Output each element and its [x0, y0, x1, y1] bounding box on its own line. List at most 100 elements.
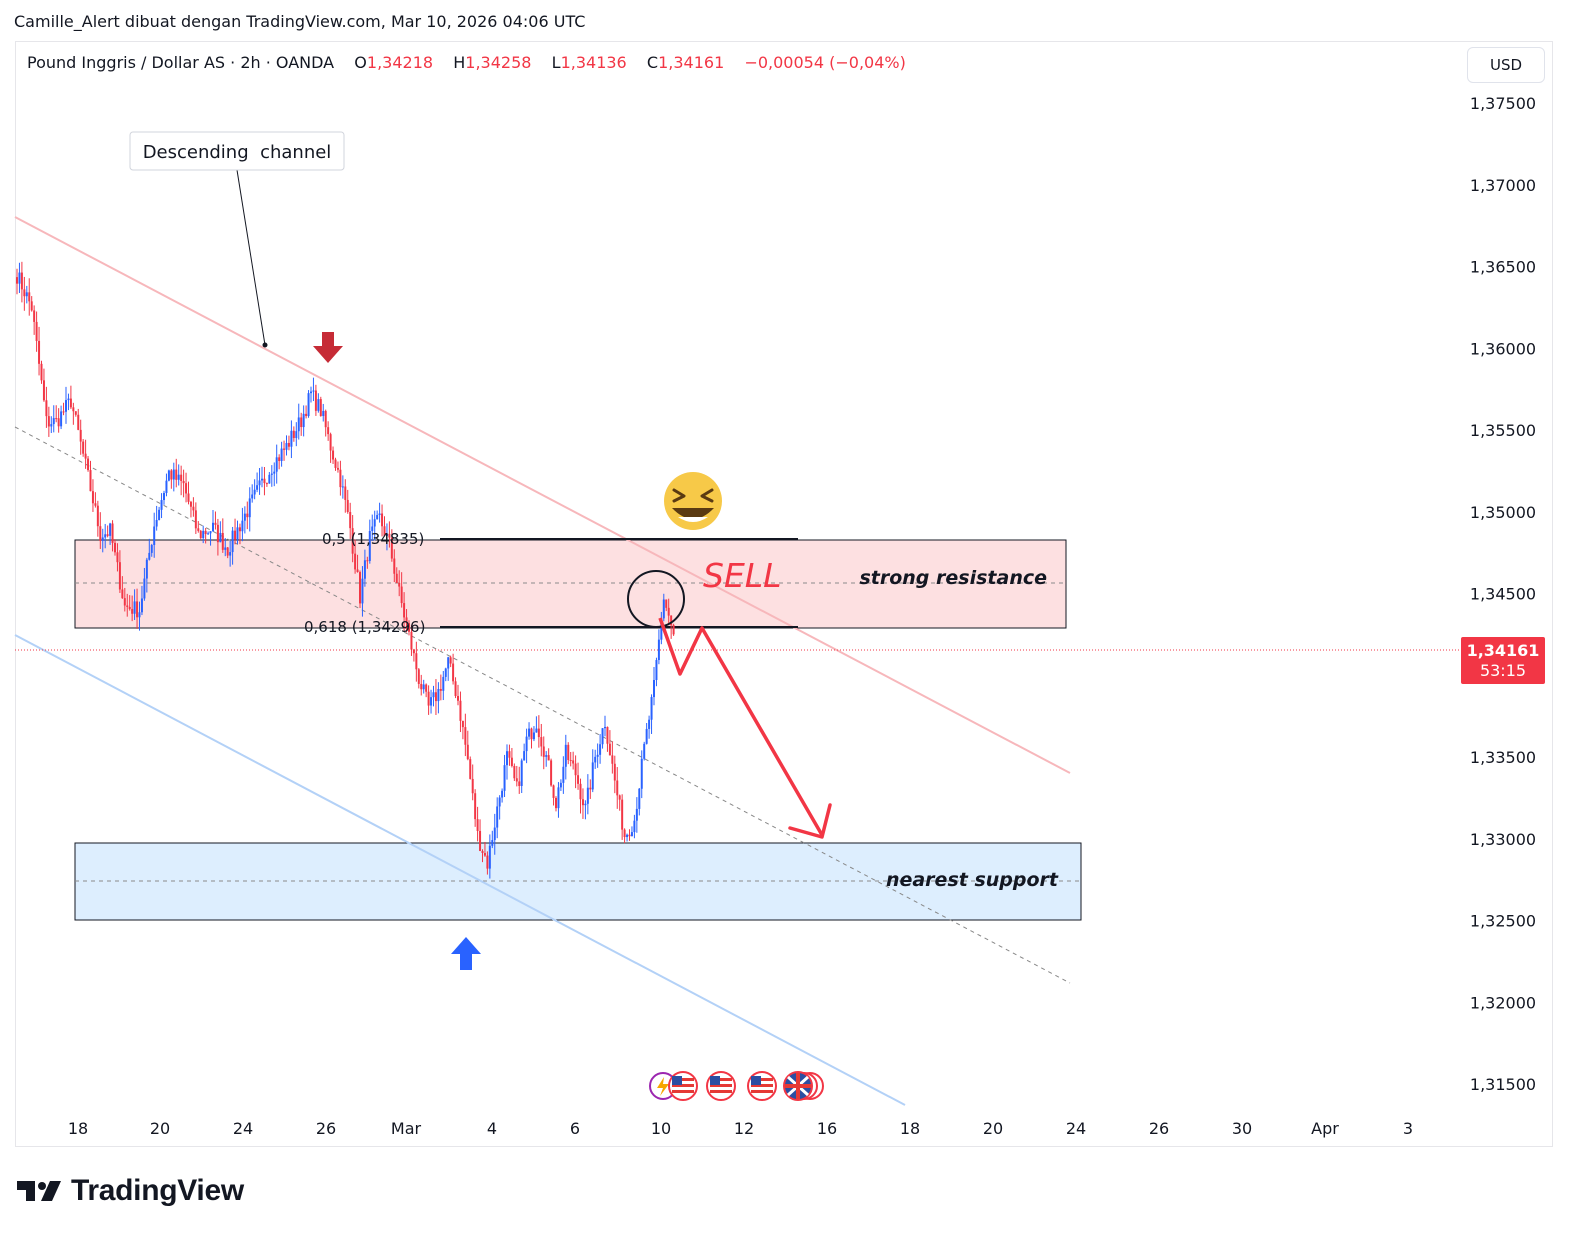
- candle-body: [635, 808, 638, 821]
- time-axis[interactable]: 18 20 24 26 Mar 4 6 10 12 16 18 20 24 26 30 Apr 3: [68, 1119, 1413, 1138]
- candle-body: [493, 827, 496, 841]
- candle-body: [192, 506, 195, 511]
- candle-body: [38, 340, 41, 364]
- candle-body: [297, 417, 300, 432]
- candle-body: [596, 754, 599, 757]
- candle-body: [550, 760, 553, 786]
- tradingview-logo[interactable]: TradingView: [17, 1174, 244, 1208]
- candle-body: [221, 532, 224, 550]
- candle-body: [341, 486, 344, 488]
- candle-body: [425, 684, 428, 692]
- candle-body: [577, 775, 580, 784]
- candle-body: [312, 390, 315, 392]
- candle-body: [510, 757, 513, 766]
- candle-body: [648, 719, 651, 729]
- candle-body: [84, 453, 87, 459]
- candle-body: [640, 758, 643, 789]
- candle-body: [263, 478, 266, 484]
- events-icons[interactable]: [649, 1071, 824, 1101]
- red-down-arrow-icon: [313, 332, 343, 363]
- price-axis-tick: 1,33500: [1470, 748, 1536, 767]
- candle-body: [650, 697, 653, 720]
- sell-label: SELL: [703, 556, 782, 595]
- candle-body: [165, 480, 168, 493]
- candle-body: [273, 471, 276, 474]
- symbol-name[interactable]: Pound Inggris / Dollar AS · 2h · OANDA: [27, 53, 335, 72]
- candle-body: [60, 411, 63, 427]
- candle-body: [457, 696, 459, 701]
- candle-body: [508, 751, 511, 758]
- candle-body: [390, 537, 393, 559]
- candle-body: [270, 473, 273, 475]
- channel-upper-line: [14, 216, 1071, 774]
- uk-flag-icon[interactable]: [783, 1071, 824, 1101]
- price-axis[interactable]: 1,37500 1,37000 1,36500 1,36000 1,35500 1,350…: [1470, 94, 1536, 1094]
- candle-body: [128, 606, 131, 610]
- candle-body: [99, 526, 102, 541]
- time-axis-tick: 18: [900, 1119, 920, 1138]
- candle-body: [559, 782, 562, 788]
- candle-body: [645, 728, 648, 744]
- us-flag-icon[interactable]: [668, 1071, 698, 1101]
- time-axis-tick: 16: [817, 1119, 837, 1138]
- candle-body: [50, 424, 53, 427]
- candle-body: [131, 609, 134, 614]
- currency-button[interactable]: USD: [1467, 47, 1545, 83]
- candle-body: [403, 603, 406, 618]
- time-axis-tick: 26: [1149, 1119, 1169, 1138]
- candle-body: [376, 515, 379, 520]
- candle-body: [121, 589, 124, 599]
- us-flag-icon[interactable]: [706, 1071, 736, 1101]
- candle-body: [368, 531, 371, 561]
- resistance-zone: [74, 539, 1067, 629]
- time-axis-tick: 4: [487, 1119, 497, 1138]
- candle-body: [589, 787, 592, 790]
- fib-05-label: 0,5 (1,34835): [322, 530, 424, 548]
- channel-callout-text: Descending channel: [143, 142, 332, 163]
- price-axis-tick: 1,37500: [1470, 94, 1536, 113]
- candle-body: [670, 615, 673, 626]
- candle-body: [150, 545, 153, 553]
- candle-body: [234, 530, 237, 540]
- candle-body: [202, 530, 205, 539]
- us-flag-icon[interactable]: [747, 1071, 777, 1101]
- candle-body: [552, 785, 555, 798]
- candle-body: [207, 533, 210, 535]
- candle-body: [422, 684, 425, 690]
- candle-body: [366, 560, 369, 562]
- time-axis-tick: 20: [983, 1119, 1003, 1138]
- candle-body: [256, 485, 259, 490]
- candle-body: [616, 780, 619, 796]
- candle-body: [278, 457, 281, 461]
- candle-body: [501, 790, 504, 798]
- candle-body: [378, 513, 381, 516]
- price-axis-tick: 1,31500: [1470, 1075, 1536, 1094]
- candle-body: [310, 391, 312, 394]
- candle-body: [408, 623, 410, 632]
- candle-body: [621, 799, 624, 830]
- candle-body: [461, 720, 464, 728]
- candle-body: [393, 558, 396, 574]
- candle-body: [140, 598, 143, 613]
- candle-body: [427, 691, 430, 706]
- candlestick-series[interactable]: [16, 261, 675, 879]
- sell-arrowhead: [788, 803, 832, 839]
- publish-info: Camille_Alert dibuat dengan TradingView.…: [14, 12, 586, 31]
- time-axis-tick: 30: [1232, 1119, 1252, 1138]
- candle-body: [226, 547, 229, 556]
- candle-body: [216, 524, 219, 543]
- candle-body: [33, 310, 36, 322]
- candle-body: [238, 527, 241, 532]
- candle-body: [481, 850, 484, 853]
- candle-body: [667, 607, 670, 616]
- candle-body: [535, 728, 538, 733]
- candle-body: [319, 399, 322, 416]
- candle-body: [231, 530, 234, 553]
- resistance-label: strong resistance: [859, 567, 1047, 589]
- candle-body: [434, 692, 437, 702]
- high-value: 1,34258: [465, 53, 532, 72]
- time-axis-tick: 20: [150, 1119, 170, 1138]
- channel-callout-box: [129, 131, 345, 171]
- candle-body: [584, 803, 587, 806]
